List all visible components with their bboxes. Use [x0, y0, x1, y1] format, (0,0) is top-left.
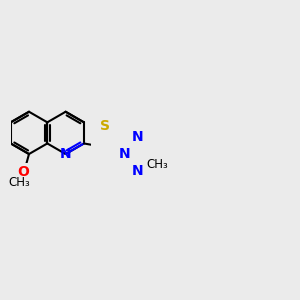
Text: CH₃: CH₃: [146, 158, 168, 171]
Text: N: N: [131, 164, 143, 178]
Text: CH₃: CH₃: [8, 176, 30, 189]
Text: N: N: [131, 130, 143, 144]
Text: N: N: [60, 147, 71, 161]
Text: N: N: [119, 147, 131, 161]
Text: N: N: [152, 157, 163, 171]
Text: O: O: [17, 165, 29, 179]
Text: S: S: [100, 119, 110, 133]
